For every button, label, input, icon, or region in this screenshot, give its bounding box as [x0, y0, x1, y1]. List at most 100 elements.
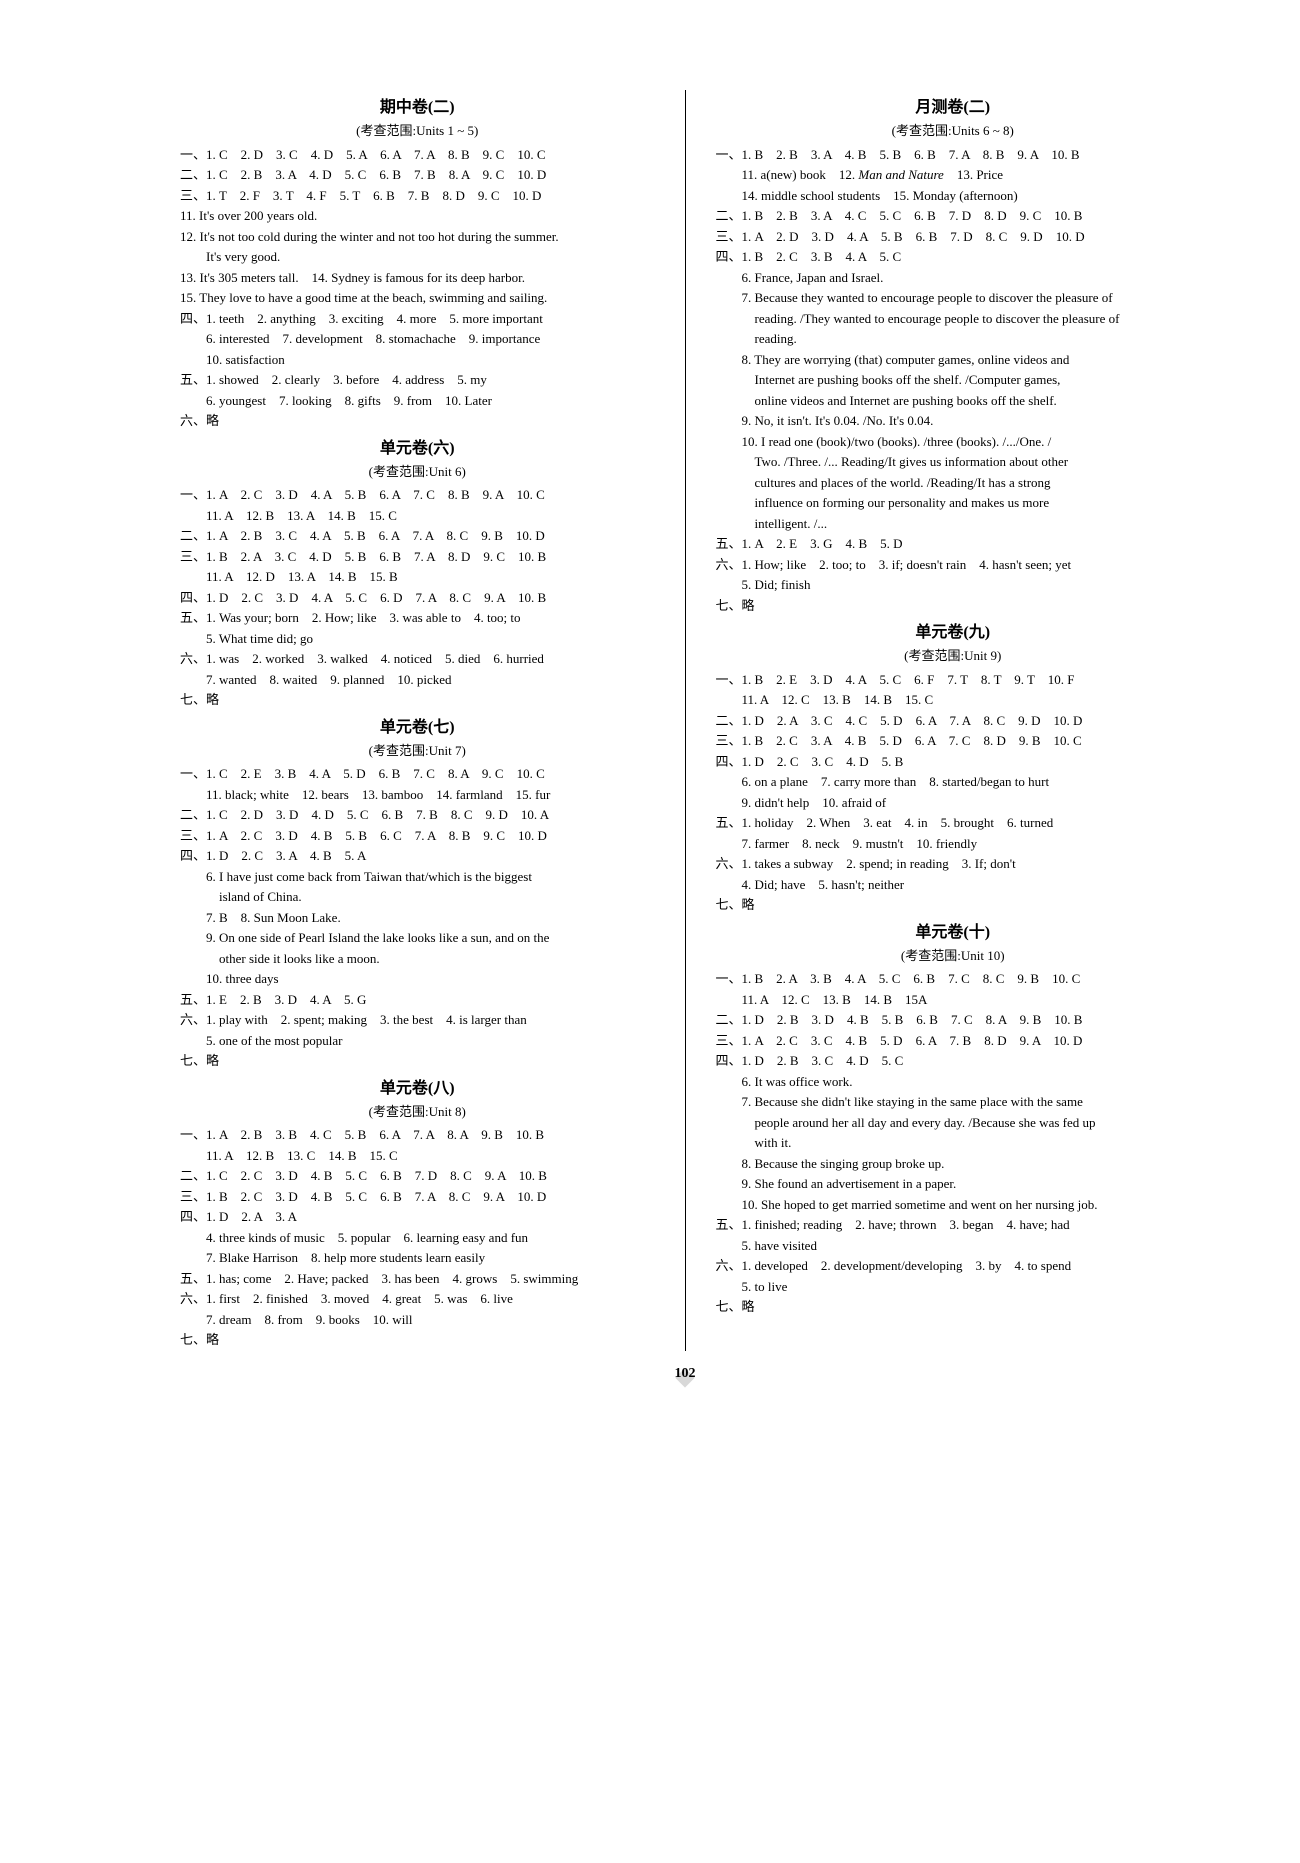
- answer-line: 五、1. has; come 2. Have; packed 3. has be…: [180, 1269, 655, 1289]
- section-title: 单元卷(十): [716, 921, 1191, 945]
- answer-line: 六、1. was 2. worked 3. walked 4. noticed …: [180, 649, 655, 669]
- answer-line: 一、1. A 2. B 3. B 4. C 5. B 6. A 7. A 8. …: [180, 1125, 655, 1145]
- left-column: 期中卷(二)(考查范围:Units 1 ~ 5)一、1. C 2. D 3. C…: [180, 90, 655, 1351]
- answer-line: 五、1. showed 2. clearly 3. before 4. addr…: [180, 370, 655, 390]
- answer-line: 7. B 8. Sun Moon Lake.: [180, 908, 655, 928]
- answer-line: 9. No, it isn't. It's 0.04. /No. It's 0.…: [716, 411, 1191, 431]
- answer-line: 7. wanted 8. waited 9. planned 10. picke…: [180, 670, 655, 690]
- answer-line: 七、略: [180, 690, 655, 710]
- answer-line: 三、1. A 2. D 3. D 4. A 5. B 6. B 7. D 8. …: [716, 227, 1191, 247]
- answer-line: 6. It was office work.: [716, 1072, 1191, 1092]
- answer-line: island of China.: [180, 887, 655, 907]
- answer-line: 二、1. C 2. C 3. D 4. B 5. C 6. B 7. D 8. …: [180, 1166, 655, 1186]
- answer-line: influence on forming our personality and…: [716, 493, 1191, 513]
- answer-line: 5. have visited: [716, 1236, 1191, 1256]
- answer-line: 6. interested 7. development 8. stomacha…: [180, 329, 655, 349]
- section-subtitle: (考查范围:Unit 7): [180, 741, 655, 761]
- page-container: 期中卷(二)(考查范围:Units 1 ~ 5)一、1. C 2. D 3. C…: [180, 90, 1190, 1351]
- section-title: 月测卷(二): [716, 96, 1191, 120]
- section-subtitle: (考查范围:Unit 10): [716, 946, 1191, 966]
- answer-line: 五、1. holiday 2. When 3. eat 4. in 5. bro…: [716, 813, 1191, 833]
- answer-line: 二、1. D 2. A 3. C 4. C 5. D 6. A 7. A 8. …: [716, 711, 1191, 731]
- answer-line: 三、1. B 2. A 3. C 4. D 5. B 6. B 7. A 8. …: [180, 547, 655, 567]
- answer-line: 二、1. A 2. B 3. C 4. A 5. B 6. A 7. A 8. …: [180, 526, 655, 546]
- section-title: 单元卷(六): [180, 437, 655, 461]
- answer-line: 5. What time did; go: [180, 629, 655, 649]
- answer-line: 三、1. T 2. F 3. T 4. F 5. T 6. B 7. B 8. …: [180, 186, 655, 206]
- column-divider: [685, 90, 686, 1351]
- answer-line: 一、1. C 2. E 3. B 4. A 5. D 6. B 7. C 8. …: [180, 764, 655, 784]
- answer-line: 七、略: [716, 596, 1191, 616]
- answer-line: 8. They are worrying (that) computer gam…: [716, 350, 1191, 370]
- answer-line: 七、略: [716, 1297, 1191, 1317]
- answer-line: 七、略: [180, 1051, 655, 1071]
- answer-line: 10. I read one (book)/two (books). /thre…: [716, 432, 1191, 452]
- answer-line: 10. satisfaction: [180, 350, 655, 370]
- answer-line: 六、略: [180, 411, 655, 431]
- answer-line: 四、1. D 2. C 3. D 4. A 5. C 6. D 7. A 8. …: [180, 588, 655, 608]
- answer-line: 一、1. B 2. B 3. A 4. B 5. B 6. B 7. A 8. …: [716, 145, 1191, 165]
- answer-line: 12. It's not too cold during the winter …: [180, 227, 655, 247]
- answer-line: 四、1. teeth 2. anything 3. exciting 4. mo…: [180, 309, 655, 329]
- answer-line: online videos and Internet are pushing b…: [716, 391, 1191, 411]
- section-title: 单元卷(七): [180, 716, 655, 740]
- answer-line: people around her all day and every day.…: [716, 1113, 1191, 1133]
- answer-line: cultures and places of the world. /Readi…: [716, 473, 1191, 493]
- answer-line: 13. It's 305 meters tall. 14. Sydney is …: [180, 268, 655, 288]
- answer-line: 4. three kinds of music 5. popular 6. le…: [180, 1228, 655, 1248]
- section-subtitle: (考查范围:Units 1 ~ 5): [180, 121, 655, 141]
- answer-line: 6. I have just come back from Taiwan tha…: [180, 867, 655, 887]
- right-column: 月测卷(二)(考查范围:Units 6 ~ 8)一、1. B 2. B 3. A…: [716, 90, 1191, 1351]
- answer-line: Two. /Three. /... Reading/It gives us in…: [716, 452, 1191, 472]
- answer-line: 二、1. B 2. B 3. A 4. C 5. C 6. B 7. D 8. …: [716, 206, 1191, 226]
- answer-line: 三、1. A 2. C 3. C 4. B 5. D 6. A 7. B 8. …: [716, 1031, 1191, 1051]
- answer-line: 11. It's over 200 years old.: [180, 206, 655, 226]
- section-subtitle: (考查范围:Unit 9): [716, 646, 1191, 666]
- answer-line: 五、1. A 2. E 3. G 4. B 5. D: [716, 534, 1191, 554]
- answer-line: 11. A 12. C 13. B 14. B 15. C: [716, 690, 1191, 710]
- answer-line: 9. On one side of Pearl Island the lake …: [180, 928, 655, 948]
- answer-line: 三、1. B 2. C 3. D 4. B 5. C 6. B 7. A 8. …: [180, 1187, 655, 1207]
- answer-line: 11. A 12. B 13. C 14. B 15. C: [180, 1146, 655, 1166]
- answer-line: 7. Because she didn't like staying in th…: [716, 1092, 1191, 1112]
- answer-line: 七、略: [180, 1330, 655, 1350]
- answer-line: 四、1. D 2. C 3. A 4. B 5. A: [180, 846, 655, 866]
- answer-line: 二、1. D 2. B 3. D 4. B 5. B 6. B 7. C 8. …: [716, 1010, 1191, 1030]
- section-subtitle: (考查范围:Unit 6): [180, 462, 655, 482]
- answer-line: 11. black; white 12. bears 13. bamboo 14…: [180, 785, 655, 805]
- answer-line: 6. youngest 7. looking 8. gifts 9. from …: [180, 391, 655, 411]
- answer-line: 11. a(new) book 12. Man and Nature 13. P…: [716, 165, 1191, 185]
- answer-line: 三、1. A 2. C 3. D 4. B 5. B 6. C 7. A 8. …: [180, 826, 655, 846]
- answer-line: 二、1. C 2. D 3. D 4. D 5. C 6. B 7. B 8. …: [180, 805, 655, 825]
- answer-line: 5. one of the most popular: [180, 1031, 655, 1051]
- answer-line: 6. on a plane 7. carry more than 8. star…: [716, 772, 1191, 792]
- answer-line: reading. /They wanted to encourage peopl…: [716, 309, 1191, 329]
- answer-line: with it.: [716, 1133, 1191, 1153]
- section-title: 期中卷(二): [180, 96, 655, 120]
- answer-line: 六、1. first 2. finished 3. moved 4. great…: [180, 1289, 655, 1309]
- answer-line: 4. Did; have 5. hasn't; neither: [716, 875, 1191, 895]
- answer-line: 一、1. B 2. E 3. D 4. A 5. C 6. F 7. T 8. …: [716, 670, 1191, 690]
- answer-line: 8. Because the singing group broke up.: [716, 1154, 1191, 1174]
- answer-line: 10. three days: [180, 969, 655, 989]
- section-title: 单元卷(八): [180, 1077, 655, 1101]
- answer-line: 9. didn't help 10. afraid of: [716, 793, 1191, 813]
- answer-line: 11. A 12. D 13. A 14. B 15. B: [180, 567, 655, 587]
- answer-line: 一、1. A 2. C 3. D 4. A 5. B 6. A 7. C 8. …: [180, 485, 655, 505]
- answer-line: 10. She hoped to get married sometime an…: [716, 1195, 1191, 1215]
- answer-line: 四、1. D 2. C 3. C 4. D 5. B: [716, 752, 1191, 772]
- answer-line: 7. Blake Harrison 8. help more students …: [180, 1248, 655, 1268]
- answer-line: 五、1. finished; reading 2. have; thrown 3…: [716, 1215, 1191, 1235]
- answer-line: 六、1. How; like 2. too; to 3. if; doesn't…: [716, 555, 1191, 575]
- answer-line: 5. Did; finish: [716, 575, 1191, 595]
- answer-line: 6. France, Japan and Israel.: [716, 268, 1191, 288]
- answer-line: It's very good.: [180, 247, 655, 267]
- answer-line: 9. She found an advertisement in a paper…: [716, 1174, 1191, 1194]
- section-title: 单元卷(九): [716, 621, 1191, 645]
- answer-line: 七、略: [716, 895, 1191, 915]
- answer-line: 11. A 12. C 13. B 14. B 15A: [716, 990, 1191, 1010]
- answer-line: 六、1. developed 2. development/developing…: [716, 1256, 1191, 1276]
- answer-line: 15. They love to have a good time at the…: [180, 288, 655, 308]
- answer-line: 7. farmer 8. neck 9. mustn't 10. friendl…: [716, 834, 1191, 854]
- answer-line: 四、1. D 2. A 3. A: [180, 1207, 655, 1227]
